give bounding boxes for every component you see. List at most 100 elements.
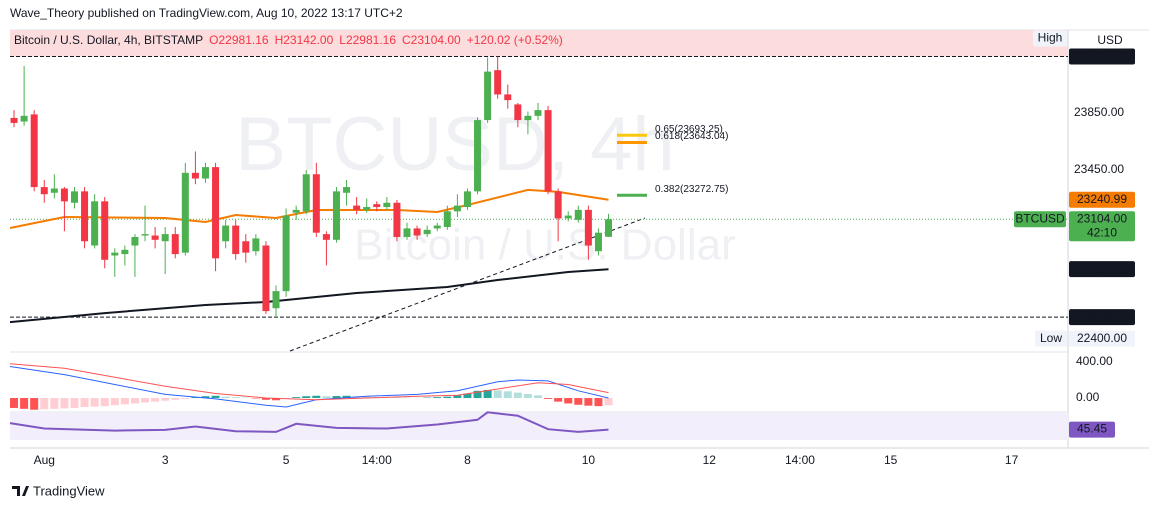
- candle-body: [141, 234, 149, 236]
- candle-body: [544, 110, 552, 192]
- ohlc-close: C23104.00: [402, 33, 461, 47]
- macd-histogram-bar: [151, 398, 160, 402]
- candle-body: [534, 110, 542, 116]
- candle-body: [302, 174, 310, 212]
- macd-histogram-bar: [272, 398, 281, 401]
- price-label: 22754.15: [1077, 261, 1127, 275]
- macd-histogram-bar: [493, 390, 502, 399]
- macd-tick-label: 400.00: [1076, 354, 1113, 368]
- price-label: 23104.00: [1077, 211, 1127, 225]
- candle-body: [453, 205, 461, 212]
- candle-body: [40, 187, 48, 195]
- fib-label: 0.382(23272.75): [655, 184, 728, 195]
- macd-histogram-bar: [392, 397, 401, 399]
- macd-histogram-bar: [181, 398, 190, 399]
- candle-body: [20, 115, 28, 122]
- y-tick-label: 23850.00: [1074, 105, 1124, 119]
- high-tag: High: [1038, 31, 1063, 45]
- price-label-box: [1069, 48, 1135, 65]
- macd-histogram-bar: [604, 398, 613, 406]
- candle-body: [393, 202, 401, 237]
- macd-histogram-bar: [110, 398, 119, 406]
- macd-histogram-bar: [292, 397, 301, 399]
- x-tick-label: 15: [884, 453, 898, 467]
- macd-histogram-bar: [50, 398, 59, 409]
- candle-body: [574, 209, 582, 220]
- macd-histogram-bar: [302, 396, 311, 399]
- publish-info: Wave_Theory published on TradingView.com…: [10, 6, 403, 20]
- fib-label: 0.618(23643.04): [655, 131, 728, 142]
- x-tick-label: 14:00: [785, 453, 815, 467]
- candle-body: [181, 172, 189, 253]
- candle-body: [10, 117, 18, 123]
- candle-body: [91, 201, 99, 246]
- symbol-tag-box: [1014, 211, 1066, 228]
- price-countdown: 42:10: [1087, 225, 1117, 239]
- candle-body: [463, 191, 471, 208]
- candle-body: [373, 204, 381, 208]
- rsi-line: [9, 411, 609, 433]
- price-label-box: [1069, 261, 1135, 278]
- macd-tick-label: 0.00: [1076, 390, 1100, 404]
- low-label: 22400.00: [1077, 331, 1127, 345]
- high-zone: [10, 30, 1068, 57]
- x-tick-label: 10: [582, 453, 596, 467]
- candle-body: [70, 191, 78, 203]
- macd-histogram-bar: [564, 398, 573, 404]
- x-tick-label: 8: [464, 453, 471, 467]
- moving-average: [9, 268, 609, 324]
- candle-body: [191, 172, 199, 179]
- candle-body: [594, 232, 602, 252]
- candle-body: [514, 104, 522, 121]
- candle-body: [484, 71, 492, 121]
- price-label-box: [1069, 309, 1135, 326]
- macd-histogram-bar: [513, 392, 522, 399]
- candle-body: [443, 211, 451, 227]
- candle-body: [171, 234, 179, 255]
- macd-histogram-bar: [342, 395, 351, 399]
- candle-body: [605, 219, 613, 237]
- low-tag: Low: [1040, 331, 1062, 345]
- symbol-title: Bitcoin / U.S. Dollar, 4h, BITSTAMP: [14, 33, 203, 47]
- candle-body: [161, 234, 169, 242]
- macd-histogram-bar: [10, 398, 19, 408]
- candle-body: [111, 252, 119, 256]
- candle-body: [201, 167, 209, 179]
- low-tag-box: [1035, 330, 1067, 347]
- macd-line: [9, 366, 609, 408]
- fib-label: 0.65(23693.25): [655, 124, 723, 135]
- candle-body: [232, 225, 240, 255]
- ohlc-low: L22981.16: [339, 33, 396, 47]
- y-tick-label: 23450.00: [1074, 162, 1124, 176]
- candle-body: [222, 225, 230, 242]
- ohlc-open: O22981.16: [209, 33, 269, 47]
- ohlc-change: +120.02 (+0.52%): [467, 33, 563, 47]
- macd-histogram-bar: [503, 391, 512, 399]
- candle-body: [30, 114, 38, 188]
- macd-histogram-bar: [554, 398, 563, 402]
- macd-histogram-bar: [211, 395, 220, 399]
- macd-histogram-bar: [483, 389, 492, 399]
- candle-body: [353, 205, 361, 210]
- macd-histogram-bar: [362, 396, 371, 399]
- candle-body: [474, 120, 482, 192]
- candle-body: [322, 234, 330, 240]
- candle-body: [332, 191, 340, 240]
- candle-body: [413, 228, 421, 236]
- macd-line: [9, 363, 609, 401]
- symbol-legend: Bitcoin / U.S. Dollar, 4h, BITSTAMP O2298…: [14, 33, 563, 47]
- candle-body: [101, 201, 109, 260]
- macd-histogram-bar: [574, 398, 583, 405]
- macd-histogram-bar: [584, 398, 593, 406]
- symbol-tag: BTCUSD: [1015, 211, 1065, 225]
- macd-histogram-bar: [90, 398, 99, 407]
- low-label-box: [1069, 330, 1135, 347]
- macd-histogram-bar: [594, 398, 603, 407]
- macd-histogram-bar: [201, 396, 210, 399]
- rsi-label-box: [1069, 421, 1115, 438]
- candle-body: [504, 94, 512, 101]
- macd-histogram-bar: [30, 398, 39, 410]
- logo-mark: [12, 486, 29, 496]
- macd-histogram-bar: [221, 396, 230, 399]
